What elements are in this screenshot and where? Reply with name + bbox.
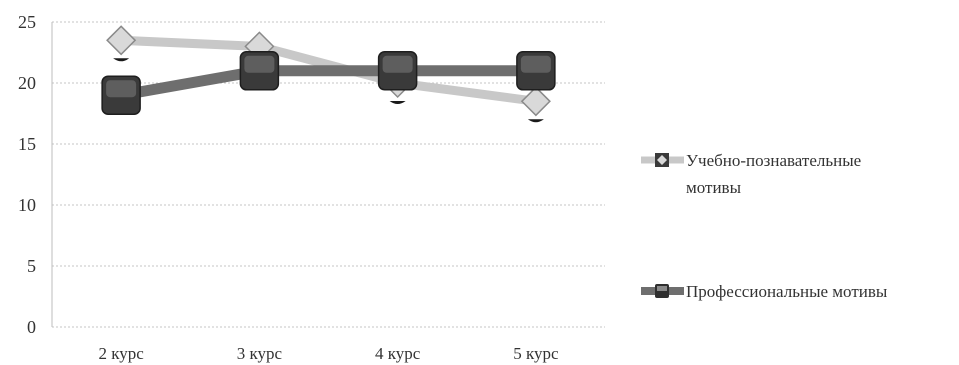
series-line <box>115 65 542 101</box>
series-markers-2 <box>101 51 556 115</box>
legend-label: Профессиональные мотивы <box>686 282 888 301</box>
data-point-shadow <box>113 58 130 62</box>
series-1 <box>116 35 541 106</box>
y-tick-label: 10 <box>18 195 36 215</box>
series-2 <box>115 65 542 101</box>
data-point-highlight <box>106 80 137 98</box>
series-line <box>116 35 541 106</box>
x-tick-label: 5 курс <box>513 344 559 363</box>
legend-item-2: Профессиональные мотивы <box>641 282 888 301</box>
legend-marker-highlight <box>657 286 667 291</box>
y-tick-label: 20 <box>18 73 36 93</box>
legend-label: мотивы <box>686 178 742 197</box>
data-point-diamond <box>520 86 551 117</box>
y-tick-label: 15 <box>18 134 36 154</box>
data-point-diamond <box>106 25 137 56</box>
data-point-highlight <box>382 55 413 73</box>
gridlines <box>52 21 605 328</box>
x-tick-label: 3 курс <box>237 344 283 363</box>
y-tick-label: 0 <box>27 317 36 337</box>
data-point-shadow <box>389 101 406 104</box>
data-point-highlight <box>244 55 275 73</box>
data-point-highlight <box>520 55 551 73</box>
series-layer <box>101 25 556 123</box>
x-axis: 2 курс 3 курс 4 курс 5 курс <box>98 344 559 363</box>
y-tick-label: 5 <box>27 256 36 276</box>
y-axis: 0 5 10 15 20 25 <box>18 12 53 337</box>
legend: Учебно-познавательные мотивы Профессиональ… <box>641 151 888 301</box>
data-point-shadow <box>527 119 544 123</box>
x-tick-label: 2 курс <box>98 344 144 363</box>
legend-label: Учебно-познавательные <box>686 151 861 170</box>
y-tick-label: 25 <box>18 12 36 32</box>
legend-marker-diamond <box>657 155 667 165</box>
x-tick-label: 4 курс <box>375 344 421 363</box>
legend-item-1: Учебно-познавательные мотивы <box>641 151 861 197</box>
